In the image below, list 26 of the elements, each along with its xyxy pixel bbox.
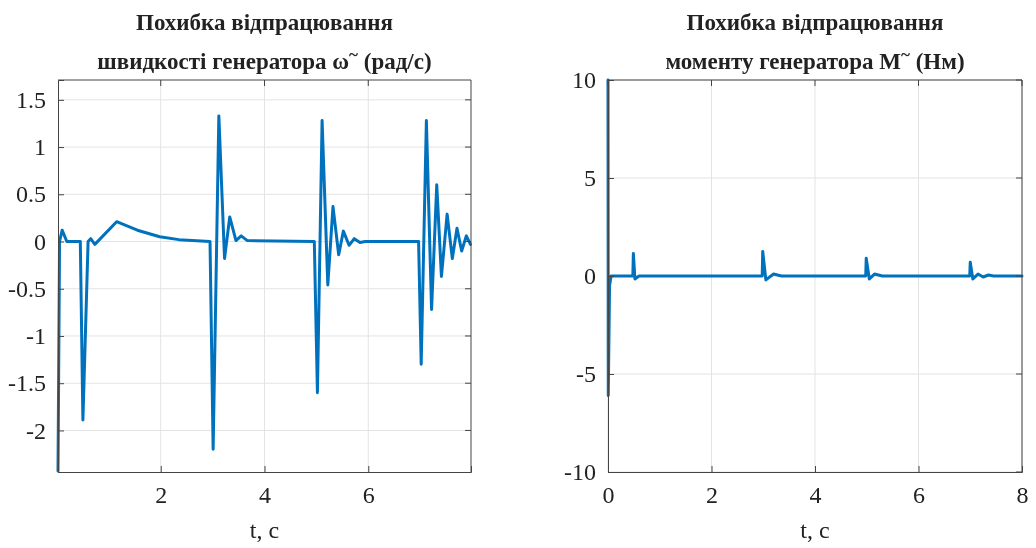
y-tick-label: 0 bbox=[34, 228, 46, 255]
x-axis-title: t, c bbox=[249, 517, 280, 543]
chart-title: Похибка відпрацювання швидкості генератора ω$^{~}$ (рад/с) bbox=[97, 10, 432, 74]
y-tick-label: -10 bbox=[564, 459, 596, 486]
y-tick-label: -0.5 bbox=[8, 275, 46, 302]
y-tick-label: 0.5 bbox=[16, 181, 46, 208]
x-tick-label: 4 bbox=[809, 482, 822, 509]
y-tick-label: -1.5 bbox=[8, 370, 46, 397]
x-tick-label: 2 bbox=[706, 482, 718, 509]
line-series bbox=[56, 114, 472, 473]
x-tick-label: 8 bbox=[1016, 482, 1029, 509]
chart-title: Похибка відпрацювання моменту генератора M$^{~}$ (Нм) bbox=[665, 10, 965, 74]
y-tick-label: -2 bbox=[26, 417, 46, 444]
y-tick-label: 1.5 bbox=[16, 87, 46, 114]
x-tick-label: 6 bbox=[362, 482, 375, 509]
y-tick-label: 1 bbox=[34, 134, 46, 161]
x-tick-label: 6 bbox=[913, 482, 925, 509]
y-tick-label: -5 bbox=[576, 361, 596, 388]
y-tick-label: -1 bbox=[26, 323, 46, 350]
y-tick-label: 10 bbox=[572, 67, 596, 94]
x-tick-label: 4 bbox=[259, 482, 271, 509]
x-tick-label: 2 bbox=[155, 482, 168, 509]
y-tick-label: 5 bbox=[584, 165, 596, 192]
x-axis-title: t, c bbox=[800, 517, 830, 543]
x-tick-label: 0 bbox=[602, 482, 615, 509]
y-tick-label: 0 bbox=[584, 263, 596, 290]
